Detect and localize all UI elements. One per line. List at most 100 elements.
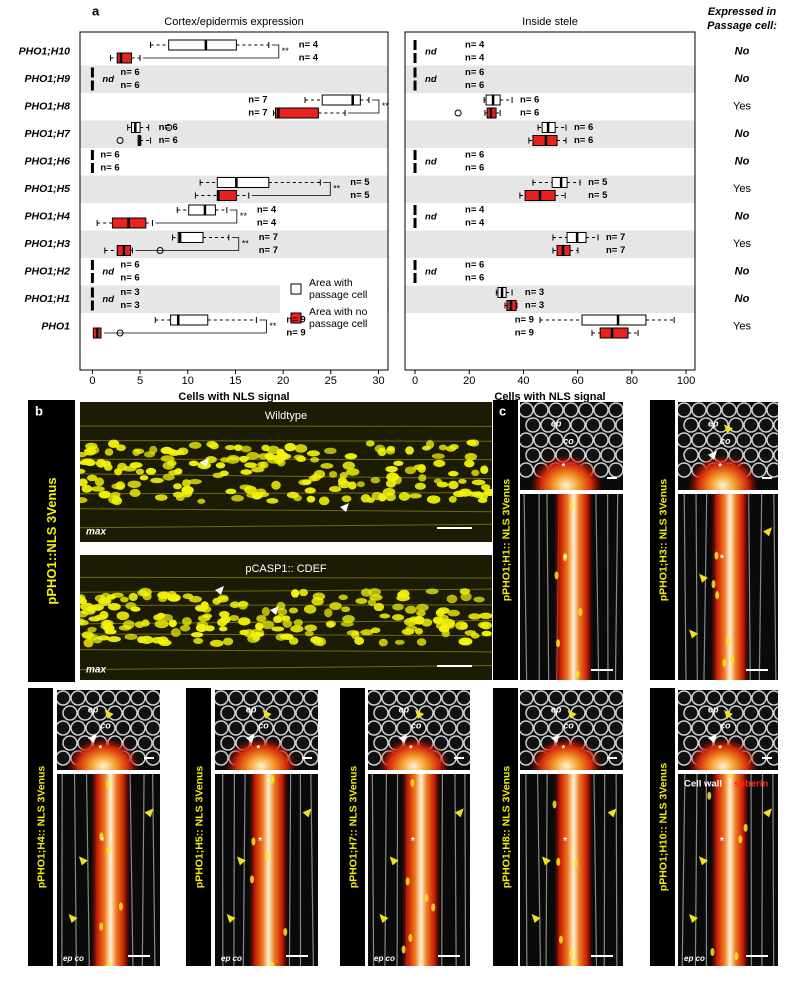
cell-wall — [762, 774, 763, 966]
construct-label: pPHO1;H1:: NLS 3Venus — [500, 479, 512, 602]
nucleus — [284, 443, 296, 451]
nucleus — [210, 640, 224, 647]
nucleus — [201, 601, 209, 609]
cell — [609, 433, 623, 447]
passage-value: No — [735, 128, 750, 140]
nucleus — [305, 631, 314, 637]
cell — [434, 706, 448, 720]
cell — [752, 403, 766, 417]
cell — [138, 706, 152, 720]
nucleus — [298, 479, 309, 485]
image-annotation: co — [563, 720, 574, 730]
nucleus — [197, 499, 205, 504]
nucleus — [74, 597, 87, 604]
cell — [752, 433, 766, 447]
row-band — [405, 286, 695, 314]
cell — [311, 706, 325, 720]
box — [171, 315, 208, 325]
n-label: n= 6 — [574, 122, 593, 133]
nucleus — [271, 626, 284, 631]
passage-value: No — [735, 46, 750, 58]
nucleus — [283, 928, 287, 936]
image-annotation: ep — [399, 704, 410, 714]
cell — [759, 736, 773, 750]
image-annotation: ep co — [684, 954, 705, 963]
nucleus — [472, 480, 486, 486]
cell — [427, 691, 441, 705]
nucleus — [220, 471, 229, 476]
nucleus — [448, 471, 459, 476]
nucleus — [76, 497, 88, 503]
nucleus — [393, 461, 403, 466]
cell — [311, 736, 325, 750]
box — [552, 178, 567, 188]
n-label: n= 6 — [465, 273, 484, 284]
nucleus — [418, 474, 426, 481]
nucleus — [712, 580, 716, 588]
nucleus — [265, 853, 269, 861]
cell — [457, 721, 471, 735]
image-annotation: ep — [246, 704, 257, 714]
cell — [519, 721, 533, 735]
nd-bar — [91, 150, 94, 160]
nucleus — [104, 464, 113, 471]
nucleus — [77, 611, 88, 618]
nucleus — [291, 589, 299, 598]
cell — [382, 721, 396, 735]
nd-bar — [414, 205, 417, 215]
nucleus — [130, 462, 143, 468]
nucleus — [460, 639, 470, 645]
micrograph: *ep co — [368, 774, 470, 966]
cell — [677, 463, 691, 477]
cell — [684, 418, 698, 432]
nucleus — [416, 610, 425, 617]
nd-bar — [414, 81, 417, 91]
cell — [601, 706, 615, 720]
image-annotation: ep co — [63, 954, 84, 963]
nucleus — [473, 597, 484, 603]
nucleus — [120, 597, 129, 603]
cell — [71, 691, 85, 705]
cell — [707, 691, 721, 705]
cell-wall — [442, 774, 443, 966]
image-annotation: co — [100, 720, 111, 730]
nucleus — [405, 446, 414, 454]
x-tick-label: 60 — [572, 375, 584, 387]
nucleus — [385, 466, 397, 472]
column-title: Passage cell: — [707, 20, 777, 32]
cell-file — [80, 605, 492, 606]
cell — [579, 403, 593, 417]
cell-wall — [616, 774, 617, 966]
significance-label: ** — [282, 46, 290, 56]
n-label: n= 9 — [286, 315, 305, 326]
image-annotation: ep — [551, 704, 562, 714]
nucleus — [141, 619, 149, 626]
panel-letter: a — [92, 3, 100, 18]
x-tick-label: 0 — [89, 375, 95, 387]
cell — [677, 433, 691, 447]
nd-bar — [91, 273, 94, 283]
x-axis-label: Cells with NLS signal — [178, 391, 289, 403]
nucleus — [295, 444, 308, 453]
cell — [519, 691, 533, 705]
nucleus — [169, 619, 177, 627]
passage-value: No — [735, 73, 750, 85]
nucleus — [294, 619, 303, 626]
significance-label: ** — [242, 238, 250, 248]
n-label: n= 7 — [259, 232, 278, 243]
nucleus — [324, 608, 332, 617]
cell — [464, 706, 478, 720]
nd-label: nd — [425, 211, 437, 222]
nucleus — [111, 483, 123, 489]
cell — [123, 706, 137, 720]
nd-bar — [91, 81, 94, 91]
category-label: PHO1;H7 — [24, 128, 71, 140]
nucleus — [578, 608, 582, 616]
image-annotation: * — [563, 836, 567, 847]
nd-bar — [414, 260, 417, 270]
nucleus — [91, 486, 105, 491]
nucleus — [124, 634, 137, 640]
nucleus — [193, 638, 203, 644]
nucleus — [227, 455, 239, 461]
n-label: n= 4 — [299, 53, 319, 64]
